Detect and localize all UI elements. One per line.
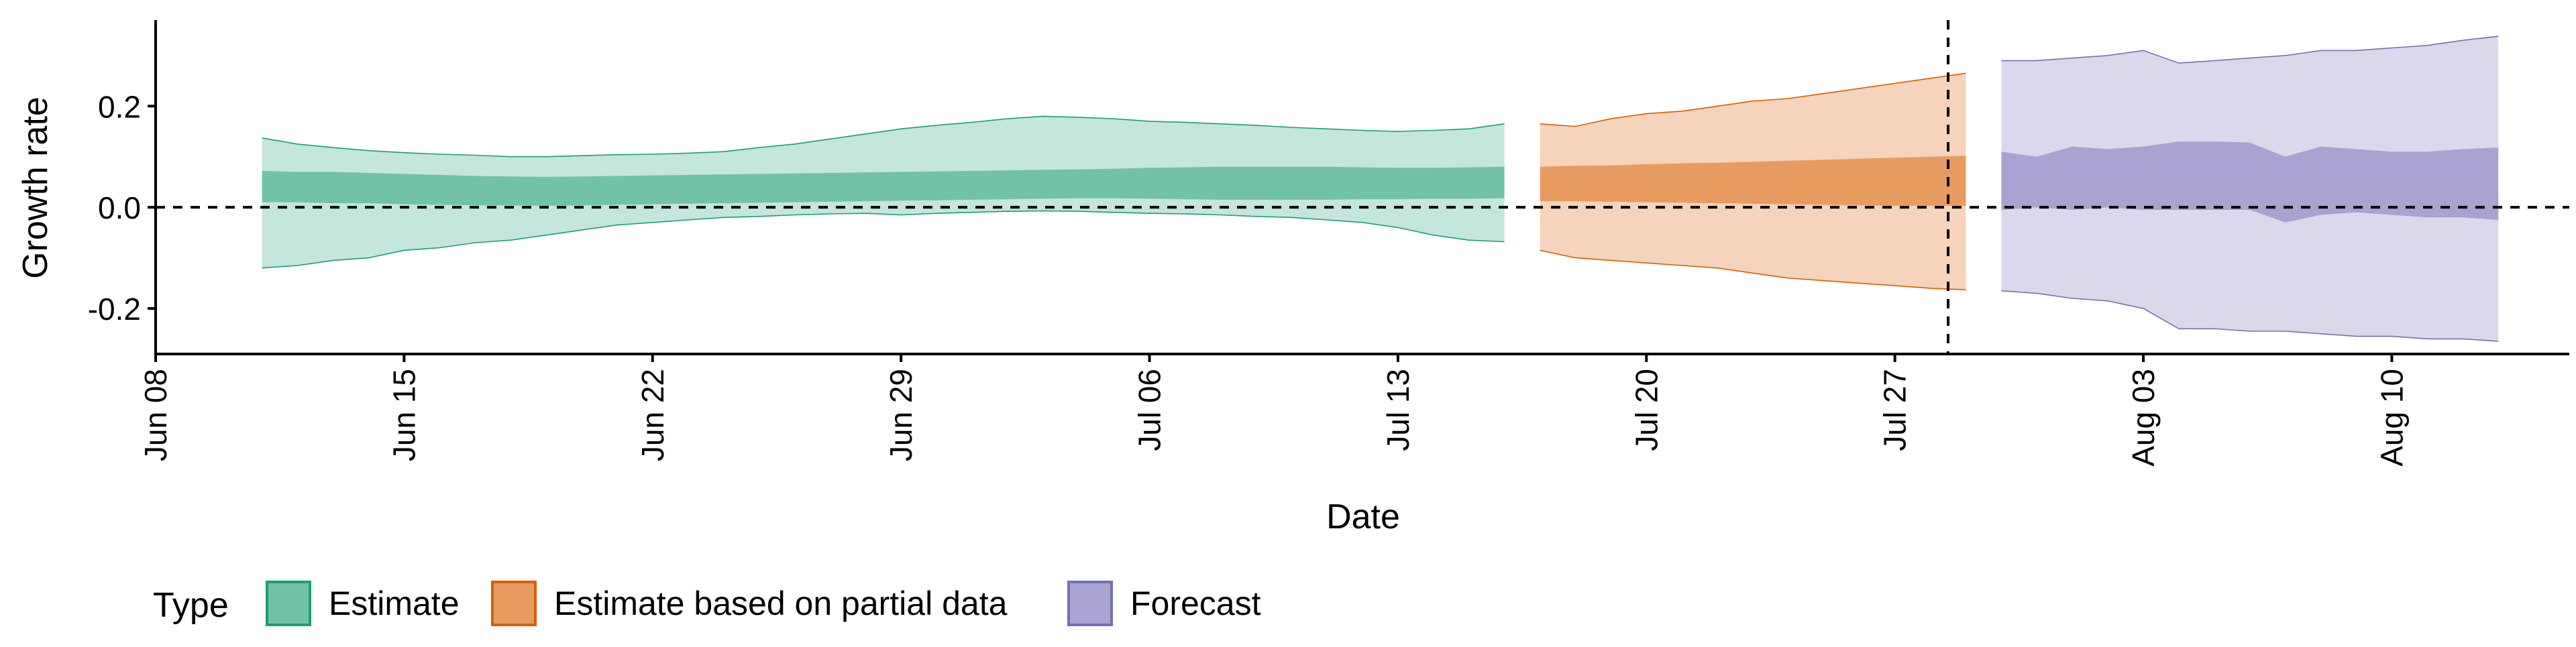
legend-label: Forecast [1130, 585, 1261, 622]
band-50-estimate [262, 166, 1505, 206]
axes: -0.2 0.0 0.2 Jun 08 Jun 15 Jun 22 Jun 29 Jul 06… [88, 20, 2569, 467]
x-tick-label: Jul 27 [1878, 369, 1913, 451]
series-forecast [2001, 36, 2499, 342]
x-tick-label: Jun 22 [635, 369, 670, 461]
x-tick-label: Jun 29 [883, 369, 918, 461]
x-tick-label: Jul 06 [1132, 369, 1167, 451]
bands-layer [262, 36, 2499, 342]
legend-label: Estimate [329, 585, 460, 622]
legend: Type Estimate Estimate based on partial d… [153, 581, 1261, 626]
legend-swatch [266, 581, 311, 626]
y-tick-label: 0.2 [98, 89, 141, 124]
legend-swatch [491, 581, 537, 626]
x-tick-label: Jun 15 [386, 369, 421, 461]
x-tick-label: Aug 03 [2126, 369, 2161, 467]
x-tick-label: Jun 08 [138, 369, 173, 461]
upper-bound-line-estimate [262, 115, 1505, 158]
x-tick-label: Jul 20 [1629, 369, 1664, 451]
x-axis-title: Date [1326, 497, 1400, 536]
legend-label: Estimate based on partial data [554, 585, 1008, 622]
upper-bound-line-forecast [2001, 36, 2499, 64]
x-tick-label: Aug 10 [2374, 369, 2409, 467]
y-tick-label: 0.0 [98, 190, 141, 225]
y-axis-title: Growth rate [16, 97, 55, 279]
legend-swatch [1067, 581, 1113, 626]
series-estimate [262, 115, 1505, 269]
band-50-estimate-based-on-partial-data [1540, 156, 1966, 206]
lower-bound-line-estimate [262, 210, 1505, 269]
y-tick-label: -0.2 [88, 292, 141, 327]
upper-bound-line-estimate-based-on-partial-data [1540, 72, 1966, 127]
lower-bound-line-estimate-based-on-partial-data [1540, 249, 1966, 290]
lower-bound-line-forecast [2001, 290, 2499, 342]
series-estimate-based-on-partial-data [1540, 72, 1966, 290]
legend-title: Type [153, 586, 229, 625]
x-tick-label: Jul 13 [1381, 369, 1415, 451]
reference-lines [156, 20, 2569, 354]
band-50-forecast [2001, 141, 2499, 223]
